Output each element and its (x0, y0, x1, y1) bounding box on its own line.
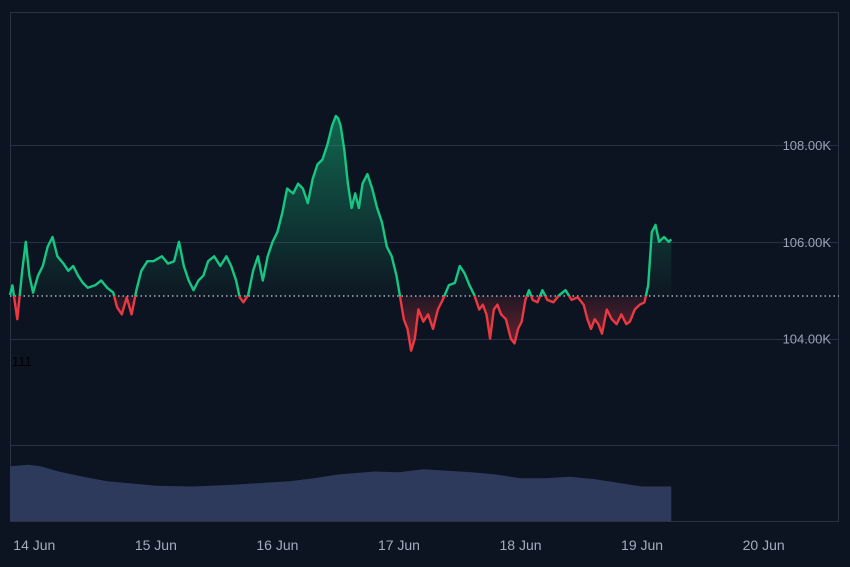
price-line-above-baseline (8, 114, 673, 296)
price-line-below-baseline (12, 295, 648, 352)
x-tick-label-2: 16 Jun (256, 537, 298, 553)
x-tick-label-5: 19 Jun (621, 537, 663, 553)
y-tick-label-1: 106.00K (783, 235, 832, 250)
volume-fill (10, 464, 672, 521)
chart-frame (10, 12, 839, 522)
x-tick-label-4: 18 Jun (500, 537, 542, 553)
x-tick-label-0: 14 Jun (13, 537, 55, 553)
y-axis-labels: 104.00K 106.00K 108.00K (783, 138, 832, 347)
y-tick-label-0: 104.00K (783, 332, 832, 347)
y-tick-label-2: 108.00K (783, 138, 832, 153)
stray-axis-label: 111 (12, 354, 32, 369)
area-fill-above-baseline (10, 116, 672, 296)
x-tick-label-1: 15 Jun (135, 537, 177, 553)
grid-lines (10, 145, 839, 340)
volume-area (10, 464, 672, 521)
x-tick-label-6: 20 Jun (743, 537, 785, 553)
area-fill-below-baseline (10, 295, 672, 351)
x-axis-labels: 14 Jun 15 Jun 16 Jun 17 Jun 18 Jun 19 Jun 20 J… (13, 537, 784, 553)
x-tick-label-3: 17 Jun (378, 537, 420, 553)
